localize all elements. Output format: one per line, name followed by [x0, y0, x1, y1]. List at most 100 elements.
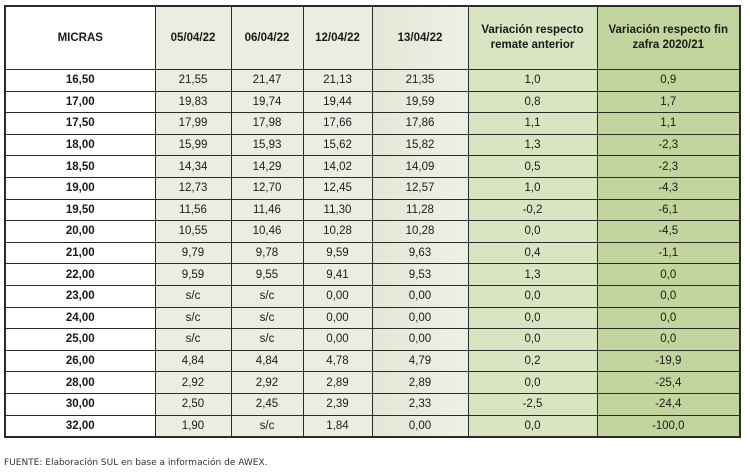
cell-var-remate: 0,0	[467, 306, 598, 330]
cell-micras: 17,00	[4, 90, 156, 114]
table-row: 32,00 1,90 s/c 1,84 0,00 0,0 -100,0	[4, 414, 741, 438]
cell-var-zafra: -4,5	[596, 220, 741, 243]
cell-date-1: 9,59	[154, 263, 232, 286]
table-row: 24,00 s/c s/c 0,00 0,00 0,0 0,0	[4, 306, 741, 330]
cell-date-1: 10,55	[154, 220, 232, 243]
cell-date-3: 15,62	[302, 133, 373, 157]
cell-var-remate: 0,0	[467, 220, 598, 243]
table-row: 26,00 4,84 4,84 4,78 4,79 0,2 -19,9	[4, 349, 741, 373]
cell-date-4: 10,28	[371, 220, 469, 243]
cell-date-3: 9,59	[302, 241, 373, 265]
cell-date-1: s/c	[154, 284, 232, 308]
cell-var-remate: 0,4	[467, 241, 598, 265]
cell-var-zafra: 0,0	[596, 306, 741, 330]
cell-var-remate: 0,2	[467, 349, 598, 373]
table-row: 21,00 9,79 9,78 9,59 9,63 0,4 -1,1	[4, 241, 741, 265]
cell-micras: 20,00	[4, 220, 156, 243]
header-date-3: 12/04/22	[302, 5, 373, 70]
table-row: 18,00 15,99 15,93 15,62 15,82 1,3 -2,3	[4, 133, 741, 157]
cell-var-remate: 1,3	[467, 133, 598, 157]
table-row: 23,00 s/c s/c 0,00 0,00 0,0 0,0	[4, 284, 741, 308]
cell-var-zafra: -100,0	[596, 414, 741, 438]
cell-micras: 21,00	[4, 241, 156, 265]
header-var-zafra: Variación respecto fin zafra 2020/21	[596, 5, 741, 70]
cell-date-1: 21,55	[154, 69, 232, 92]
cell-date-4: 12,57	[371, 176, 469, 200]
cell-micras: 30,00	[4, 392, 156, 416]
cell-date-4: 9,53	[371, 263, 469, 286]
cell-var-remate: 0,5	[467, 155, 598, 178]
cell-date-1: 1,90	[154, 414, 232, 438]
table-body: 16,50 21,55 21,47 21,13 21,35 1,0 0,9 17,00 19,8…	[4, 69, 741, 438]
table-row: 30,00 2,50 2,45 2,39 2,33 -2,5 -24,4	[4, 392, 741, 416]
cell-micras: 18,50	[4, 155, 156, 178]
cell-date-2: 11,46	[230, 198, 304, 222]
table-row: 16,50 21,55 21,47 21,13 21,35 1,0 0,9	[4, 69, 741, 92]
cell-date-2: 4,84	[230, 349, 304, 373]
cell-date-1: 4,84	[154, 349, 232, 373]
cell-date-1: 2,50	[154, 392, 232, 416]
cell-date-3: 4,78	[302, 349, 373, 373]
cell-date-2: 19,74	[230, 90, 304, 114]
cell-date-2: 14,29	[230, 155, 304, 178]
cell-date-1: s/c	[154, 328, 232, 351]
cell-date-1: s/c	[154, 306, 232, 330]
cell-date-4: 11,28	[371, 198, 469, 222]
cell-date-3: 0,00	[302, 284, 373, 308]
cell-date-3: 2,89	[302, 371, 373, 394]
cell-date-3: 0,00	[302, 306, 373, 330]
cell-date-1: 15,99	[154, 133, 232, 157]
cell-date-2: 2,45	[230, 392, 304, 416]
cell-date-3: 2,39	[302, 392, 373, 416]
cell-date-2: 9,55	[230, 263, 304, 286]
cell-date-1: 2,92	[154, 371, 232, 394]
cell-date-3: 11,30	[302, 198, 373, 222]
cell-micras: 18,00	[4, 133, 156, 157]
cell-var-zafra: -19,9	[596, 349, 741, 373]
cell-micras: 16,50	[4, 69, 156, 92]
cell-date-2: 10,46	[230, 220, 304, 243]
cell-date-3: 14,02	[302, 155, 373, 178]
cell-var-zafra: 0,0	[596, 284, 741, 308]
cell-var-zafra: 0,0	[596, 328, 741, 351]
cell-var-remate: 1,3	[467, 263, 598, 286]
cell-date-4: 4,79	[371, 349, 469, 373]
cell-date-3: 10,28	[302, 220, 373, 243]
cell-var-zafra: -6,1	[596, 198, 741, 222]
cell-date-4: 2,33	[371, 392, 469, 416]
cell-var-remate: 1,1	[467, 112, 598, 135]
cell-micras: 17,50	[4, 112, 156, 135]
cell-date-2: s/c	[230, 328, 304, 351]
cell-date-4: 19,59	[371, 90, 469, 114]
cell-date-3: 12,45	[302, 176, 373, 200]
cell-var-zafra: -4,3	[596, 176, 741, 200]
table-row: 17,00 19,83 19,74 19,44 19,59 0,8 1,7	[4, 90, 741, 114]
cell-var-remate: 0,0	[467, 328, 598, 351]
table-row: 18,50 14,34 14,29 14,02 14,09 0,5 -2,3	[4, 155, 741, 178]
cell-date-1: 11,56	[154, 198, 232, 222]
cell-var-zafra: -2,3	[596, 155, 741, 178]
source-footnote: FUENTE: Elaboración SUL en base a inform…	[4, 458, 268, 468]
cell-micras: 19,00	[4, 176, 156, 200]
cell-date-1: 17,99	[154, 112, 232, 135]
table-row: 19,00 12,73 12,70 12,45 12,57 1,0 -4,3	[4, 176, 741, 200]
cell-var-zafra: -25,4	[596, 371, 741, 394]
cell-date-2: s/c	[230, 414, 304, 438]
cell-var-remate: 1,0	[467, 176, 598, 200]
cell-var-remate: 1,0	[467, 69, 598, 92]
wool-price-table: MICRAS 05/04/22 06/04/22 12/04/22 13/04/…	[4, 5, 741, 439]
cell-micras: 28,00	[4, 371, 156, 394]
cell-var-remate: 0,0	[467, 284, 598, 308]
header-date-4: 13/04/22	[371, 5, 469, 70]
cell-var-zafra: 0,0	[596, 263, 741, 286]
cell-date-3: 9,41	[302, 263, 373, 286]
cell-date-4: 0,00	[371, 414, 469, 438]
cell-var-remate: -0,2	[467, 198, 598, 222]
cell-var-remate: 0,0	[467, 414, 598, 438]
table-row: 25,00 s/c s/c 0,00 0,00 0,0 0,0	[4, 328, 741, 351]
cell-date-4: 0,00	[371, 328, 469, 351]
cell-var-zafra: -24,4	[596, 392, 741, 416]
table-header-row: MICRAS 05/04/22 06/04/22 12/04/22 13/04/…	[4, 5, 741, 70]
cell-var-zafra: -2,3	[596, 133, 741, 157]
cell-micras: 24,00	[4, 306, 156, 330]
